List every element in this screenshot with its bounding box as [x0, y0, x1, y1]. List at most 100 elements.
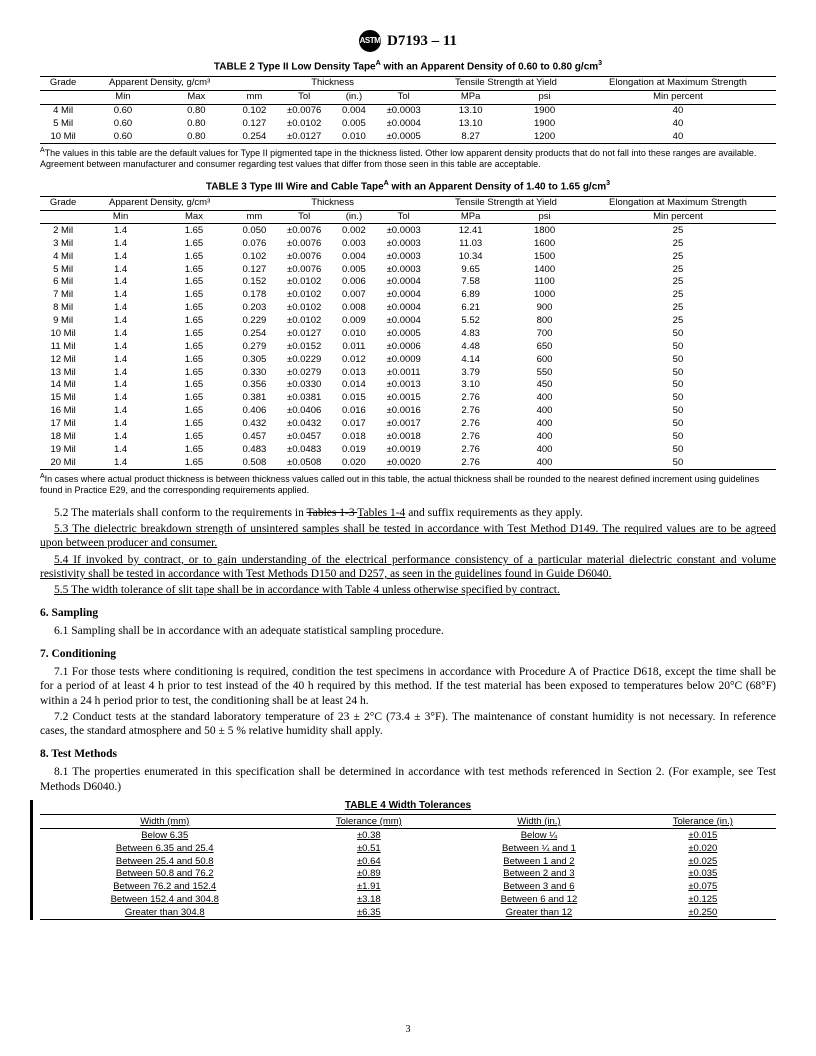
- table-cell: 6.89: [432, 289, 509, 302]
- table-cell: ±0.0004: [375, 315, 432, 328]
- table-cell: 0.229: [233, 315, 276, 328]
- table-cell: Between 76.2 and 152.4: [40, 881, 289, 894]
- table-cell: 8 Mil: [40, 302, 86, 315]
- table-cell: 50: [580, 405, 776, 418]
- table-cell: 400: [509, 430, 580, 443]
- table-cell: 0.80: [160, 117, 233, 130]
- table-cell: 0.007: [333, 289, 376, 302]
- table-cell: 50: [580, 443, 776, 456]
- table-cell: 2.76: [432, 430, 509, 443]
- table-cell: 0.406: [233, 405, 276, 418]
- table-cell: 50: [580, 327, 776, 340]
- t2-h-grade: Grade: [40, 76, 86, 90]
- table-cell: 0.014: [333, 379, 376, 392]
- table-cell: ±0.0076: [276, 104, 333, 117]
- table-cell: 0.432: [233, 418, 276, 431]
- table-cell: 50: [580, 379, 776, 392]
- para-5-5: 5.5 The width tolerance of slit tape sha…: [40, 583, 776, 597]
- table-cell: 0.003: [333, 237, 376, 250]
- table-cell: 400: [509, 418, 580, 431]
- table-row: 2 Mil1.41.650.050±0.00760.002±0.000312.4…: [40, 224, 776, 237]
- table-cell: ±0.0229: [276, 353, 333, 366]
- sub-header: Tol: [276, 90, 333, 104]
- table-cell: 0.010: [333, 130, 376, 143]
- table-cell: 1.65: [155, 315, 233, 328]
- table-row: 12 Mil1.41.650.305±0.02290.012±0.00094.1…: [40, 353, 776, 366]
- sub-header: mm: [233, 210, 276, 224]
- table-cell: 0.050: [233, 224, 276, 237]
- table-cell: 0.356: [233, 379, 276, 392]
- table-cell: 1.65: [155, 340, 233, 353]
- table-cell: 3 Mil: [40, 237, 86, 250]
- table-cell: ±3.18: [289, 894, 448, 907]
- table-cell: ±0.0003: [375, 237, 432, 250]
- sub-header: Max: [155, 210, 233, 224]
- table-cell: 0.279: [233, 340, 276, 353]
- sub-header: psi: [509, 210, 580, 224]
- table-cell: 0.076: [233, 237, 276, 250]
- table-cell: 4 Mil: [40, 104, 86, 117]
- table-cell: 0.305: [233, 353, 276, 366]
- table-cell: ±0.075: [630, 881, 776, 894]
- sub-header: (in.): [333, 90, 376, 104]
- table-cell: 700: [509, 327, 580, 340]
- table-row: Below 6.35±0.38Below ¼±0.015: [40, 829, 776, 842]
- table-cell: 0.381: [233, 392, 276, 405]
- table-cell: 1.65: [155, 327, 233, 340]
- table-cell: 0.019: [333, 443, 376, 456]
- table-cell: 1.4: [86, 392, 155, 405]
- table-cell: 50: [580, 340, 776, 353]
- table-cell: 0.80: [160, 130, 233, 143]
- table-cell: 0.011: [333, 340, 376, 353]
- table-cell: 2.76: [432, 405, 509, 418]
- table-cell: 1.4: [86, 443, 155, 456]
- table-cell: 25: [580, 289, 776, 302]
- table-cell: 0.330: [233, 366, 276, 379]
- table-cell: ±0.0004: [375, 117, 432, 130]
- table-cell: 9 Mil: [40, 315, 86, 328]
- table-cell: ±0.0330: [276, 379, 333, 392]
- para-6-1: 6.1 Sampling shall be in accordance with…: [40, 624, 776, 638]
- table3: Grade Apparent Density, g/cm³ Thickness …: [40, 196, 776, 470]
- table-row: Between 76.2 and 152.4±1.91Between 3 and…: [40, 881, 776, 894]
- table-cell: 0.508: [233, 456, 276, 469]
- table-cell: 9.65: [432, 263, 509, 276]
- table-cell: 1.4: [86, 263, 155, 276]
- table-cell: 600: [509, 353, 580, 366]
- table-row: 7 Mil1.41.650.178±0.01020.007±0.00046.89…: [40, 289, 776, 302]
- table-row: 18 Mil1.41.650.457±0.04570.018±0.00182.7…: [40, 430, 776, 443]
- table-cell: 1900: [509, 104, 580, 117]
- table-cell: 1.4: [86, 289, 155, 302]
- t4-header: Width (in.): [448, 815, 629, 829]
- page-number: 3: [0, 1024, 816, 1037]
- table-row: 10 Mil1.41.650.254±0.01270.010±0.00054.8…: [40, 327, 776, 340]
- table-cell: 1800: [509, 224, 580, 237]
- table-cell: 1.4: [86, 340, 155, 353]
- table-cell: Between 6.35 and 25.4: [40, 842, 289, 855]
- table-cell: 1500: [509, 250, 580, 263]
- table-row: Greater than 304.8±6.35Greater than 12±0…: [40, 907, 776, 920]
- table-cell: 2.76: [432, 456, 509, 469]
- table-cell: ±0.035: [630, 868, 776, 881]
- table-row: 4 Mil0.600.800.102±0.00760.004±0.000313.…: [40, 104, 776, 117]
- table-cell: 900: [509, 302, 580, 315]
- table-cell: ±0.0102: [276, 117, 333, 130]
- table2-footnote: AThe values in this table are the defaul…: [40, 147, 776, 170]
- sub-header: psi: [509, 90, 580, 104]
- table-cell: 0.005: [333, 263, 376, 276]
- sub-header: Tol: [375, 90, 432, 104]
- table-cell: Between ¼ and 1: [448, 842, 629, 855]
- table-cell: 13 Mil: [40, 366, 86, 379]
- table-cell: 6 Mil: [40, 276, 86, 289]
- table-cell: ±0.0406: [276, 405, 333, 418]
- table-cell: 14 Mil: [40, 379, 86, 392]
- table-cell: 50: [580, 366, 776, 379]
- table-cell: Between 25.4 and 50.8: [40, 855, 289, 868]
- t4-header: Tolerance (in.): [630, 815, 776, 829]
- document-header: ASTM D7193 – 11: [40, 30, 776, 52]
- table-cell: 1.65: [155, 379, 233, 392]
- table-cell: ±0.0017: [375, 418, 432, 431]
- sub-header: Min percent: [580, 90, 776, 104]
- para-5-2: 5.2 The materials shall conform to the r…: [40, 506, 776, 520]
- table-cell: ±0.250: [630, 907, 776, 920]
